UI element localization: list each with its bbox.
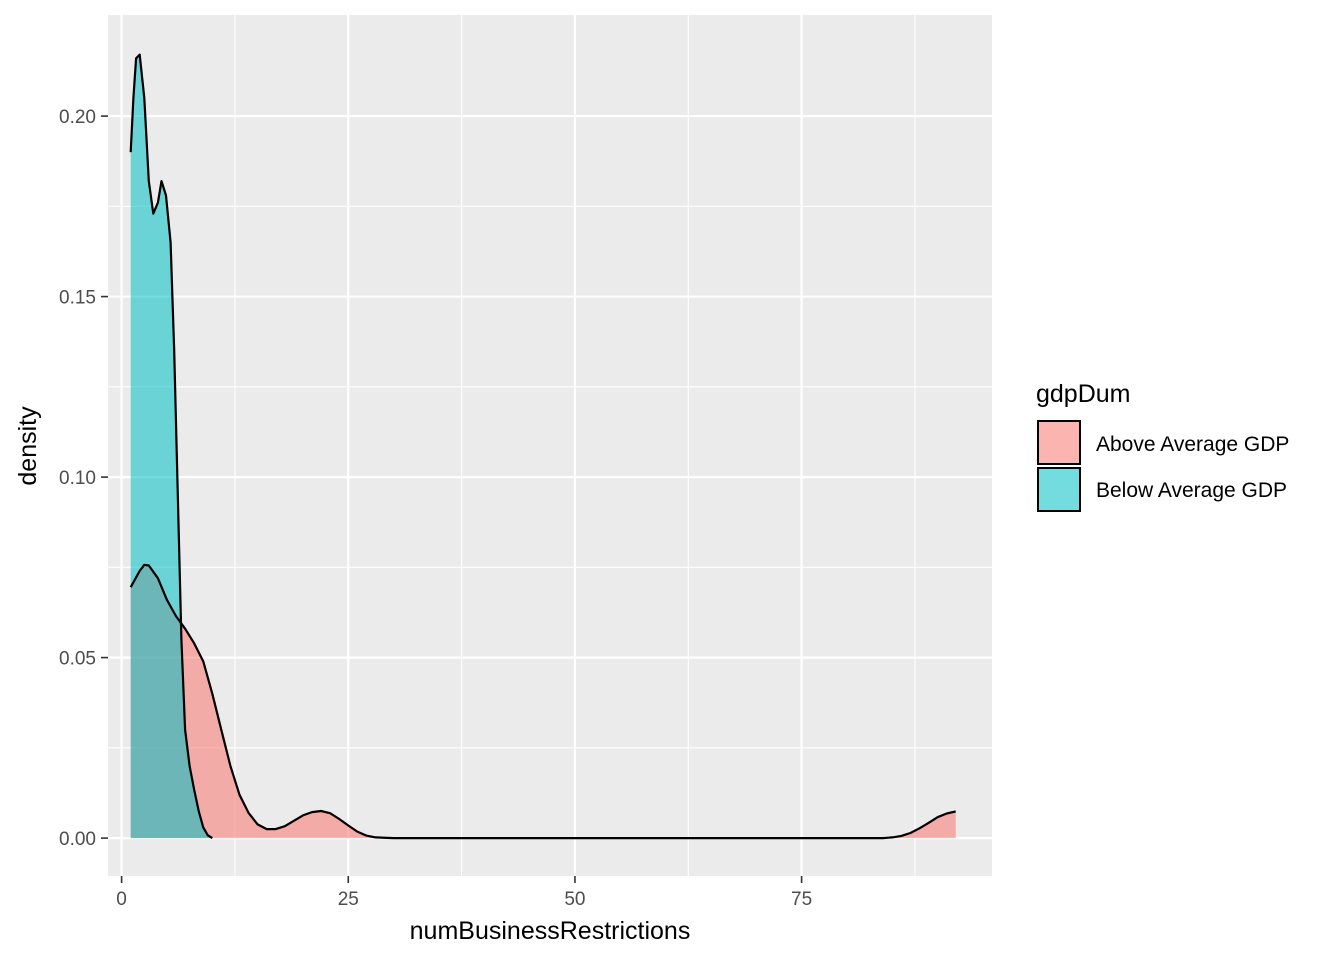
density-curve-below-average-gdp	[129, 53, 213, 840]
legend-label-above-average-gdp: Above Average GDP	[1096, 433, 1289, 456]
panel-background	[108, 15, 992, 876]
minor-gridlines	[108, 15, 992, 876]
y-axis-title: density	[14, 406, 42, 486]
density-area-below-average-gdp	[130, 54, 213, 839]
x-tick-label: 25	[338, 889, 359, 910]
y-tick-label: 0.00	[59, 829, 96, 850]
legend-title: gdpDum	[1036, 380, 1131, 408]
y-axis: 0.00 0.05 0.10 0.15 0.20	[59, 107, 108, 850]
legend-label-below-average-gdp: Below Average GDP	[1096, 479, 1287, 502]
y-tick-label: 0.05	[59, 649, 96, 670]
density-curve-above-average-gdp	[129, 563, 956, 840]
x-axis-title: numBusinessRestrictions	[410, 917, 691, 945]
legend-key-above-average-gdp	[1037, 420, 1081, 465]
x-tick-label: 50	[564, 889, 585, 910]
legend: gdpDum Above Average GDP Below Average G…	[1036, 380, 1289, 512]
y-tick-label: 0.15	[59, 288, 96, 309]
y-tick-label: 0.10	[59, 468, 96, 489]
density-areas	[129, 53, 956, 840]
x-tick-label: 75	[791, 889, 812, 910]
density-area-above-average-gdp	[130, 564, 956, 839]
x-tick-label: 0	[116, 889, 127, 910]
y-tick-label: 0.20	[59, 107, 96, 128]
legend-key-below-average-gdp	[1037, 467, 1081, 512]
x-axis: 0 25 50 75	[116, 876, 812, 910]
